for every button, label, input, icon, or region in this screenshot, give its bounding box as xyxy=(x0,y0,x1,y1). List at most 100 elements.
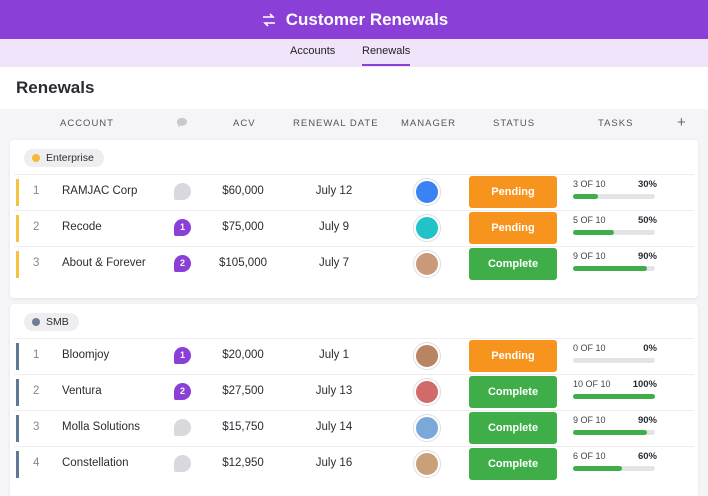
manager-avatar xyxy=(414,379,440,405)
row-index: 1 xyxy=(33,349,40,361)
column-header: MANAGER xyxy=(401,118,457,129)
tasks-count: 9 OF 10 xyxy=(573,415,606,425)
comment-icon[interactable]: 2 xyxy=(174,383,191,400)
status-badge[interactable]: Complete xyxy=(469,376,557,408)
row[interactable] xyxy=(14,174,694,209)
row-index: 2 xyxy=(33,221,40,233)
acv: $105,000 xyxy=(219,257,267,269)
comment-icon[interactable] xyxy=(174,183,191,200)
column-header: ACCOUNT xyxy=(60,118,114,129)
comment-icon[interactable]: 1 xyxy=(174,347,191,364)
progress-label: 0% xyxy=(643,343,657,354)
row-accent xyxy=(16,343,19,370)
row[interactable] xyxy=(14,338,694,373)
account-name: About & Forever xyxy=(62,257,146,269)
account-name: Ventura xyxy=(62,385,102,397)
progress-label: 30% xyxy=(637,179,657,190)
account-name: Constellation xyxy=(62,457,129,469)
manager-avatar xyxy=(414,415,440,441)
tasks-count: 6 OF 10 xyxy=(573,451,606,461)
tasks-count: 0 OF 10 xyxy=(573,343,606,353)
progress-label: 50% xyxy=(637,215,657,226)
group-pill[interactable]: Enterprise xyxy=(24,149,104,167)
row-accent xyxy=(16,415,19,442)
add-column[interactable]: + xyxy=(677,114,687,131)
row-accent xyxy=(16,179,19,206)
manager-avatar xyxy=(414,343,440,369)
column-header: ACV xyxy=(233,118,256,129)
tab-underline xyxy=(362,64,410,66)
page-title: Renewals xyxy=(16,78,95,97)
account-name: Bloomjoy xyxy=(62,349,110,361)
renewal-date: July 1 xyxy=(318,349,350,361)
row-index: 1 xyxy=(33,185,40,197)
acv: $15,750 xyxy=(222,421,264,433)
renewal-date: July 7 xyxy=(318,257,350,269)
progress-bar xyxy=(573,430,647,435)
acv: $60,000 xyxy=(222,185,264,197)
group-dot xyxy=(32,318,40,326)
row[interactable] xyxy=(14,210,694,245)
status-badge[interactable]: Pending xyxy=(469,212,557,244)
progress-label: 90% xyxy=(637,251,657,262)
acv: $75,000 xyxy=(222,221,264,233)
row-accent xyxy=(16,215,19,242)
progress-bar xyxy=(573,466,623,471)
row[interactable] xyxy=(14,410,694,445)
progress-track xyxy=(573,230,655,235)
renewal-date: July 16 xyxy=(315,457,353,469)
column-header: STATUS xyxy=(493,118,536,129)
row-accent xyxy=(16,379,19,406)
group-pill[interactable]: SMB xyxy=(24,313,79,331)
group-card xyxy=(10,140,698,298)
header: Customer Renewals xyxy=(0,0,708,39)
progress-track xyxy=(573,194,655,199)
comment-icon[interactable] xyxy=(174,455,191,472)
manager-avatar xyxy=(414,451,440,477)
status-badge[interactable]: Pending xyxy=(469,340,557,372)
status-badge[interactable]: Complete xyxy=(469,412,557,444)
manager-avatar xyxy=(414,215,440,241)
account-name: RAMJAC Corp xyxy=(62,185,138,197)
column-header: RENEWAL DATE xyxy=(293,118,379,129)
group-card xyxy=(10,304,698,496)
comment-icon[interactable] xyxy=(174,419,191,436)
acv: $27,500 xyxy=(222,385,264,397)
tasks-count: 5 OF 10 xyxy=(573,215,606,225)
account-name: Recode xyxy=(62,221,102,233)
tab-bar: Accounts Renewals xyxy=(0,39,708,67)
row[interactable] xyxy=(14,446,694,481)
comment-icon[interactable]: 2 xyxy=(174,255,191,272)
row-index: 3 xyxy=(33,257,40,269)
row[interactable] xyxy=(14,374,694,409)
status-badge[interactable]: Complete xyxy=(469,248,557,280)
comment-icon[interactable]: 1 xyxy=(174,219,191,236)
progress-bar xyxy=(573,266,647,271)
status-badge[interactable]: Complete xyxy=(469,448,557,480)
row-accent xyxy=(16,451,19,478)
progress-label: 60% xyxy=(637,451,657,462)
renewal-date: July 13 xyxy=(315,385,353,397)
title-area: Renewals xyxy=(0,67,708,109)
tab-active[interactable]: Renewals xyxy=(362,45,411,57)
renewal-date: July 12 xyxy=(315,185,353,197)
status-badge[interactable]: Pending xyxy=(469,176,557,208)
row[interactable] xyxy=(14,246,694,281)
comment-column-icon xyxy=(176,117,187,128)
group-dot xyxy=(32,154,40,162)
progress-track xyxy=(573,358,655,363)
row-index: 3 xyxy=(33,421,40,433)
tab[interactable]: Accounts xyxy=(290,45,336,57)
row-index: 4 xyxy=(33,457,40,469)
progress-bar xyxy=(573,194,598,199)
row-index: 2 xyxy=(33,385,40,397)
tasks-count: 3 OF 10 xyxy=(573,179,606,189)
renewal-date: July 9 xyxy=(318,221,350,233)
manager-avatar xyxy=(414,251,440,277)
acv: $12,950 xyxy=(222,457,264,469)
header-icon xyxy=(262,12,275,27)
progress-label: 100% xyxy=(632,379,657,390)
header-title: Customer Renewals xyxy=(285,9,449,29)
row-accent xyxy=(16,251,19,278)
